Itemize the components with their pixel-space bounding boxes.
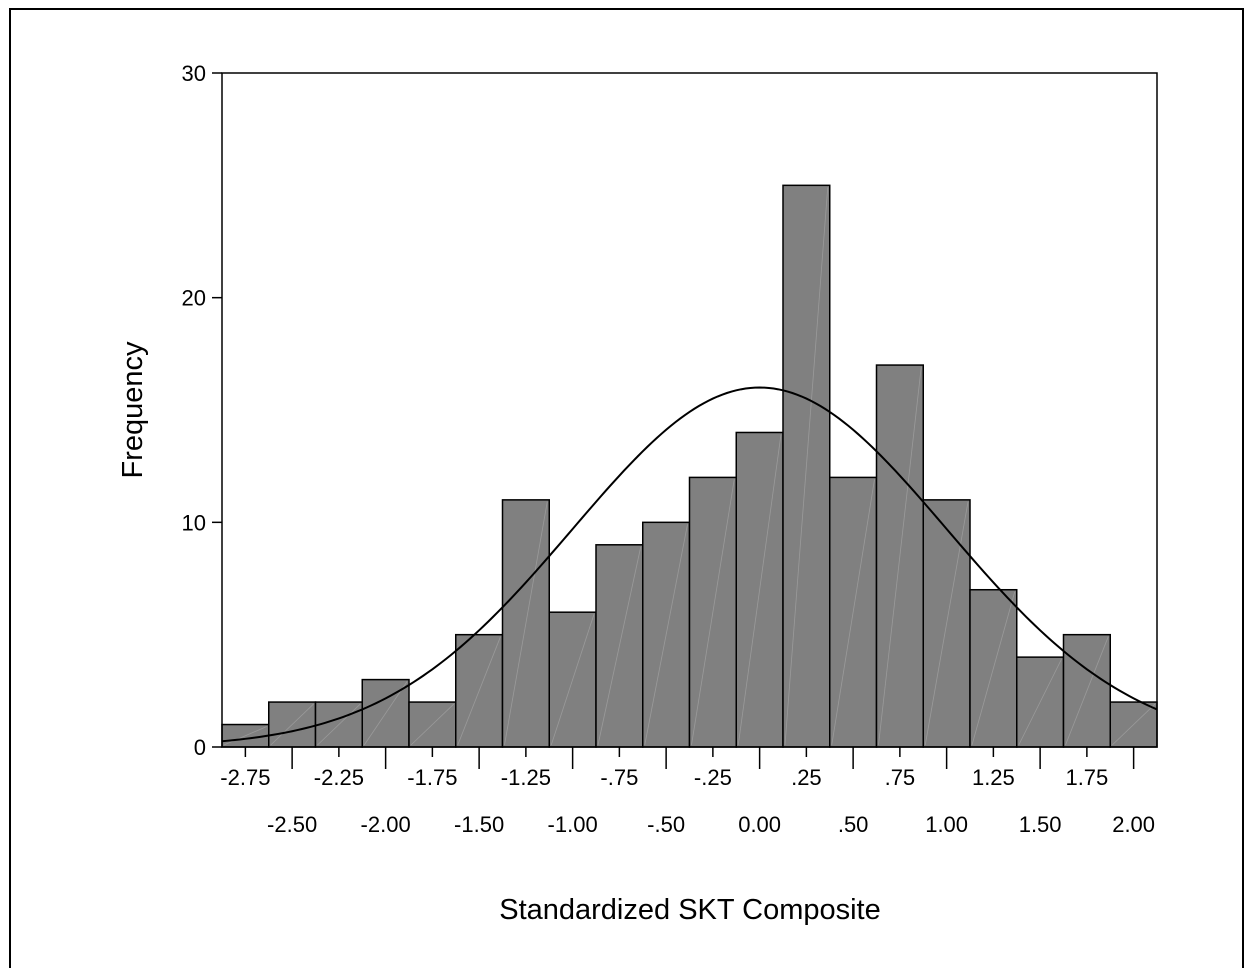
bar-sheen: [644, 524, 688, 746]
y-tick-label: 30: [182, 61, 206, 86]
x-tick-label: -2.00: [361, 812, 411, 837]
x-tick-label: .25: [791, 765, 822, 790]
x-axis-title: Standardized SKT Composite: [499, 894, 881, 926]
bar-sheen: [550, 614, 595, 746]
x-tick-label: 1.50: [1019, 812, 1062, 837]
bar-sheen: [1065, 636, 1109, 746]
bar-sheen: [737, 434, 782, 746]
x-tick-label: -2.25: [314, 765, 364, 790]
x-tick-label: .75: [885, 765, 916, 790]
bar-sheen: [691, 479, 735, 746]
bar-sheen: [1018, 658, 1062, 746]
bars-layer: [221, 184, 1158, 748]
y-tick-label: 0: [194, 735, 206, 760]
x-tick-label: -1.50: [454, 812, 504, 837]
x-tick-label: 1.00: [925, 812, 968, 837]
x-tick-label: .50: [838, 812, 869, 837]
x-tick-label: 2.00: [1112, 812, 1155, 837]
x-tick-label: -1.25: [501, 765, 551, 790]
bar-sheen: [971, 591, 1016, 746]
x-tick-label: 1.75: [1065, 765, 1108, 790]
bar-sheen: [410, 703, 455, 746]
x-tick-label: -2.50: [267, 812, 317, 837]
x-tick-label: -.50: [647, 812, 685, 837]
bar-sheen: [317, 703, 361, 746]
x-tick-label: -1.75: [407, 765, 457, 790]
bar-sheen: [223, 726, 267, 746]
x-tick-label: -2.75: [220, 765, 270, 790]
x-tick-label: -1.00: [548, 812, 598, 837]
bar-sheen: [457, 636, 501, 746]
bar-sheen: [878, 367, 922, 746]
x-axis: -2.75 -2.25 -1.75 -1.25 -.75 -.25.25.75 1.25 1.…: [220, 747, 1155, 837]
y-tick-label: 10: [182, 510, 206, 535]
bar-sheen: [363, 681, 408, 746]
bar-sheen: [1111, 703, 1156, 746]
bar-sheen: [597, 546, 642, 746]
figure-frame: [9, 8, 1244, 968]
bar-sheen: [924, 501, 969, 746]
plot-area: [221, 72, 1158, 748]
x-tick-label: -.25: [694, 765, 732, 790]
x-tick-label: 0.00: [738, 812, 781, 837]
bar-sheen: [270, 703, 314, 746]
histogram-bar: [548, 611, 597, 748]
bar-sheen: [784, 187, 829, 746]
y-axis-title: Frequency: [117, 341, 149, 479]
y-tick-label: 20: [182, 286, 206, 311]
normal-curve: [221, 386, 1158, 743]
x-tick-label: 1.25: [972, 765, 1015, 790]
bar-sheen: [504, 501, 548, 746]
y-axis: 0 10 20 30: [182, 61, 222, 760]
x-tick-label: -.75: [600, 765, 638, 790]
bar-sheen: [831, 479, 875, 746]
